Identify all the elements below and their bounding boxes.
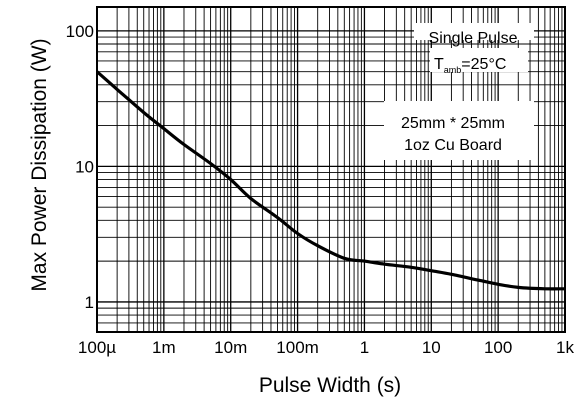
y-axis-title: Max Power Dissipation (W) [28,38,51,291]
pulse-label: Single Pulse [429,30,518,47]
x-tick-label: 1m [152,338,176,357]
y-tick-label: 1 [85,293,94,312]
x-axis-title: Pulse Width (s) [259,374,401,397]
grid-lines [96,7,565,333]
power-curve-line [95,70,566,291]
board-copper-label: 1oz Cu Board [404,137,502,154]
x-tick-label: 10 [422,338,441,357]
x-tick-label: 100m [276,338,319,357]
x-tick-label: 100µ [78,338,116,357]
single-pulse-annotation: Single Pulse Tamb=25°C [429,30,518,75]
temp-prefix: T [434,56,444,73]
y-tick-label: 100 [66,22,94,41]
x-tick-label: 10m [214,338,247,357]
plot-frame [96,6,566,333]
annotation-backgrounds [384,23,534,160]
x-tick-label: 100 [484,338,512,357]
x-tick-label: 1 [360,338,369,357]
x-tick-label: 1k [556,338,574,357]
y-tick-label: 10 [75,157,94,176]
board-size-label: 25mm * 25mm [401,115,505,132]
pulse-label-bg [414,23,534,40]
ambient-temp-label: Tamb=25°C [434,56,506,75]
board-annotation: 25mm * 25mm 1oz Cu Board [401,115,505,154]
board-label-bg [384,101,534,160]
temp-label-bg [430,48,528,72]
power-curve [95,70,566,291]
temp-suffix: =25°C [461,56,506,73]
temp-subscript: amb [444,65,462,75]
tick-labels: 100µ 1m 10m 100m 1 10 100 1k 1 10 100 [66,22,575,357]
